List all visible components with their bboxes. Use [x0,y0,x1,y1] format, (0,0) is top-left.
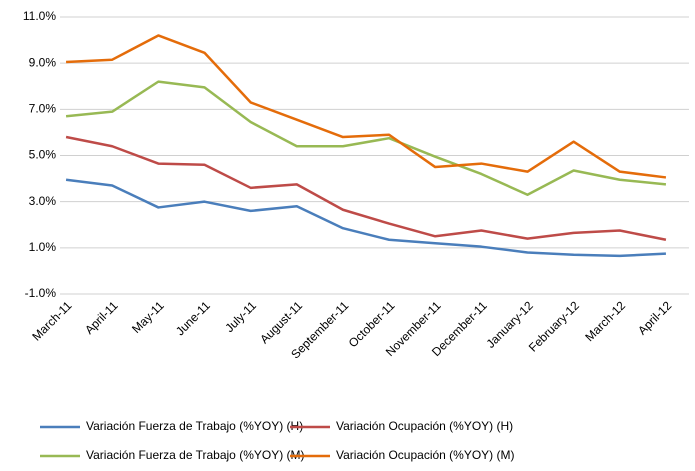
legend-label: Variación Ocupación (%YOY) (M) [336,448,515,462]
legend-label: Variación Fuerza de Trabajo (%YOY) (H) [86,419,303,433]
x-tick-label: June-11 [173,298,213,338]
y-tick-label: 1.0% [29,240,57,254]
x-tick-label: May-11 [129,298,167,336]
y-tick-label: 7.0% [29,102,57,116]
x-tick-label: March-12 [582,298,628,344]
x-tick-label: July-11 [222,298,259,335]
legend-label: Variación Fuerza de Trabajo (%YOY) (M) [86,448,305,462]
legend-label: Variación Ocupación (%YOY) (H) [336,419,513,433]
series-line [65,80,667,196]
x-tick-label: April-11 [82,298,121,337]
y-tick-label: 5.0% [29,148,57,162]
x-tick-label: February-12 [526,298,582,354]
series-line [66,34,667,179]
y-tick-label: 9.0% [29,55,57,69]
series-line [65,178,666,258]
y-tick-label: -1.0% [25,286,57,300]
y-tick-label: 3.0% [29,194,57,208]
x-tick-label: March-11 [29,298,74,343]
x-tick-label: April-12 [635,298,674,337]
x-tick-label: August-11 [257,298,305,346]
series-line [65,135,667,241]
y-tick-label: 11.0% [23,9,56,23]
